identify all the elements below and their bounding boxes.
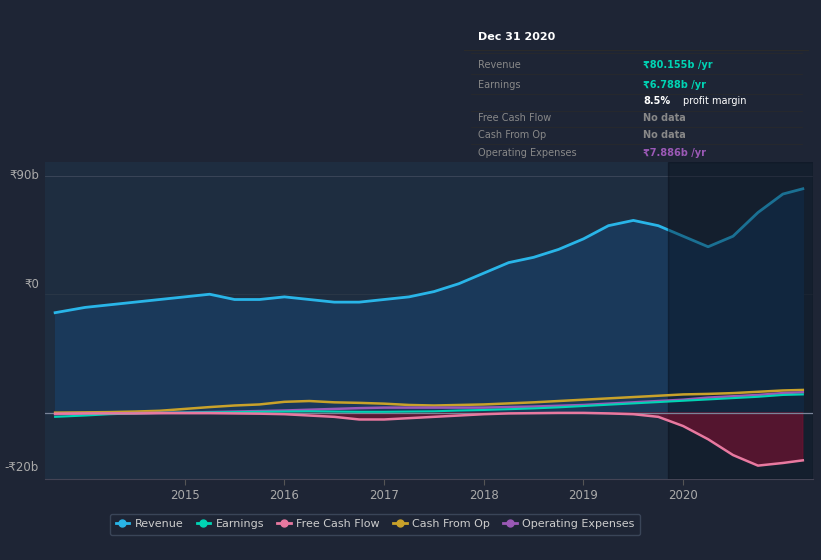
Text: Revenue: Revenue <box>478 60 521 70</box>
Text: -₹20b: -₹20b <box>5 461 39 474</box>
Legend: Revenue, Earnings, Free Cash Flow, Cash From Op, Operating Expenses: Revenue, Earnings, Free Cash Flow, Cash … <box>110 514 640 535</box>
Bar <box>668 162 813 479</box>
Text: Earnings: Earnings <box>478 80 521 90</box>
Text: Dec 31 2020: Dec 31 2020 <box>478 32 555 42</box>
Text: ₹7.886b /yr: ₹7.886b /yr <box>643 148 706 158</box>
Text: profit margin: profit margin <box>683 96 746 106</box>
Text: Cash From Op: Cash From Op <box>478 130 546 140</box>
Text: ₹80.155b /yr: ₹80.155b /yr <box>643 60 713 70</box>
Text: Operating Expenses: Operating Expenses <box>478 148 576 158</box>
Text: Free Cash Flow: Free Cash Flow <box>478 113 551 123</box>
Text: ₹6.788b /yr: ₹6.788b /yr <box>643 80 706 90</box>
Text: ₹0: ₹0 <box>24 278 39 291</box>
Text: No data: No data <box>643 113 686 123</box>
Text: ₹90b: ₹90b <box>9 169 39 182</box>
Text: No data: No data <box>643 130 686 140</box>
Text: 8.5%: 8.5% <box>643 96 670 106</box>
